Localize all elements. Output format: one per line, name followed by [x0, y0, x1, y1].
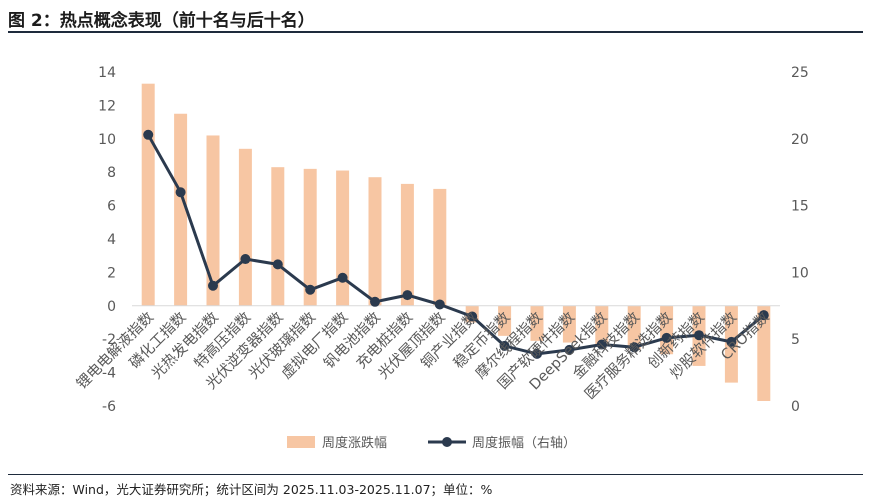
- left-tick-label: -4: [102, 366, 116, 382]
- left-tick-label: 4: [107, 232, 116, 248]
- line-point: [240, 254, 251, 265]
- left-tick-label: 14: [98, 65, 116, 81]
- bar: [141, 83, 155, 306]
- bar: [530, 305, 544, 341]
- bar-series: [141, 83, 771, 401]
- line-point: [467, 311, 478, 322]
- line-point: [305, 284, 316, 295]
- left-tick-label: -6: [102, 399, 116, 415]
- bar: [757, 305, 771, 401]
- bar: [303, 168, 317, 306]
- bar: [238, 148, 252, 306]
- line-point: [532, 348, 542, 359]
- bar: [627, 305, 641, 350]
- bar: [174, 113, 188, 306]
- legend-line-marker: [442, 437, 452, 447]
- figure-title: 图 2：热点概念表现（前十名与后十名）: [8, 11, 315, 31]
- legend: 周度涨跌幅 周度振幅（右轴）: [287, 435, 576, 451]
- right-tick-label: 25: [791, 65, 809, 81]
- line-point: [564, 344, 575, 355]
- line-point: [402, 290, 413, 301]
- line-point: [726, 336, 737, 347]
- right-tick-label: 15: [791, 199, 809, 215]
- category-labels: 锂电电解液指数磷化工指数光热发电指数特高压指数光伏逆变器指数光伏玻璃指数虚拟电厂…: [73, 308, 773, 403]
- line-point: [337, 272, 348, 283]
- line-point: [175, 187, 186, 198]
- line-point: [499, 340, 510, 351]
- bar: [660, 305, 674, 355]
- bar: [498, 305, 512, 336]
- source-note: 资料来源：Wind，光大证券研究所；统计区间为 2025.11.03-2025.…: [10, 482, 493, 497]
- line-markers: [143, 129, 769, 359]
- right-tick-label: 20: [791, 132, 809, 148]
- bar: [562, 305, 576, 343]
- line-point: [661, 332, 672, 343]
- line-point: [758, 310, 769, 321]
- left-tick-label: 2: [107, 265, 116, 281]
- bar: [271, 167, 285, 306]
- bar: [336, 170, 350, 306]
- line-point: [434, 299, 445, 310]
- title-rule: [8, 31, 863, 33]
- line-point: [143, 129, 154, 140]
- bar: [433, 188, 447, 306]
- line-point: [596, 339, 607, 350]
- left-tick-label: -2: [102, 332, 116, 348]
- right-tick-label: 5: [791, 332, 800, 348]
- legend-bar-swatch: [287, 436, 315, 448]
- left-tick-label: 8: [107, 165, 116, 181]
- line-point: [370, 296, 380, 307]
- bar: [206, 135, 220, 306]
- left-tick-label: 12: [98, 98, 116, 114]
- right-tick-label: 0: [791, 399, 800, 415]
- right-tick-label: 10: [791, 265, 809, 281]
- legend-bar-label: 周度涨跌幅: [322, 435, 387, 451]
- bar: [368, 177, 382, 306]
- left-tick-label: 0: [107, 299, 116, 315]
- left-tick-label: 10: [98, 132, 116, 148]
- line-point: [694, 330, 704, 341]
- line-point: [272, 259, 283, 270]
- left-axis: 14 12 10 8 6 4 2 0 -2 -4 -6: [98, 65, 116, 415]
- line-series: [146, 134, 765, 356]
- bar: [400, 183, 414, 306]
- bar: [595, 305, 609, 346]
- right-axis: 25 20 15 10 5 0: [791, 65, 809, 415]
- footer-rule: [8, 474, 863, 475]
- line-point: [629, 342, 640, 353]
- legend-line-label: 周度振幅（右轴）: [472, 435, 576, 451]
- line-point: [208, 280, 218, 291]
- left-tick-label: 6: [107, 199, 116, 215]
